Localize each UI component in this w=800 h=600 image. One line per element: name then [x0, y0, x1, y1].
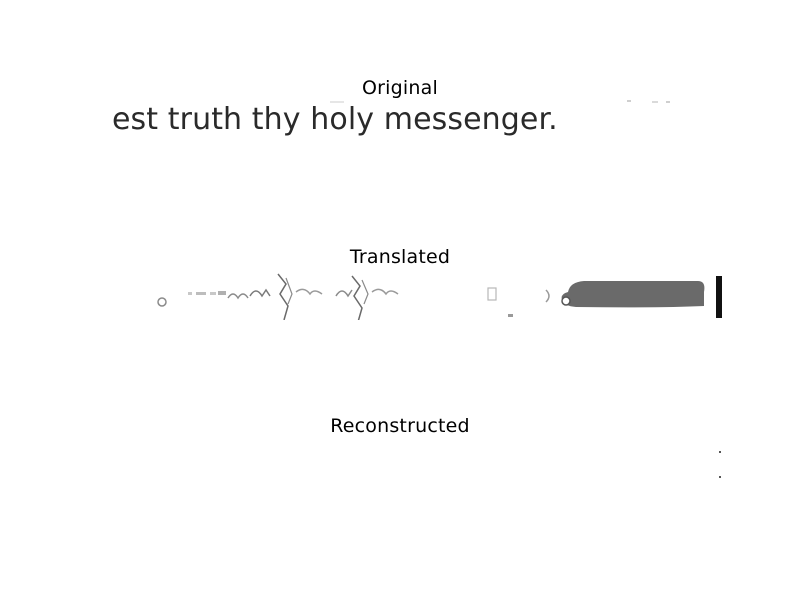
panel-title-translated: Translated [349, 246, 451, 268]
translated-image-strip [100, 270, 722, 320]
original-image-text: est truth thy holy messenger. [112, 102, 558, 137]
original-image-artifacts [330, 100, 670, 103]
original-image-strip: est truth thy holy messenger. [100, 97, 722, 147]
translated-image-artifacts [157, 273, 722, 320]
panel-title-original: Original [362, 77, 438, 99]
panel-title-reconstructed: Reconstructed [330, 415, 470, 437]
reconstructed-image-artifacts [719, 451, 721, 478]
reconstructed-image-strip [100, 440, 722, 490]
